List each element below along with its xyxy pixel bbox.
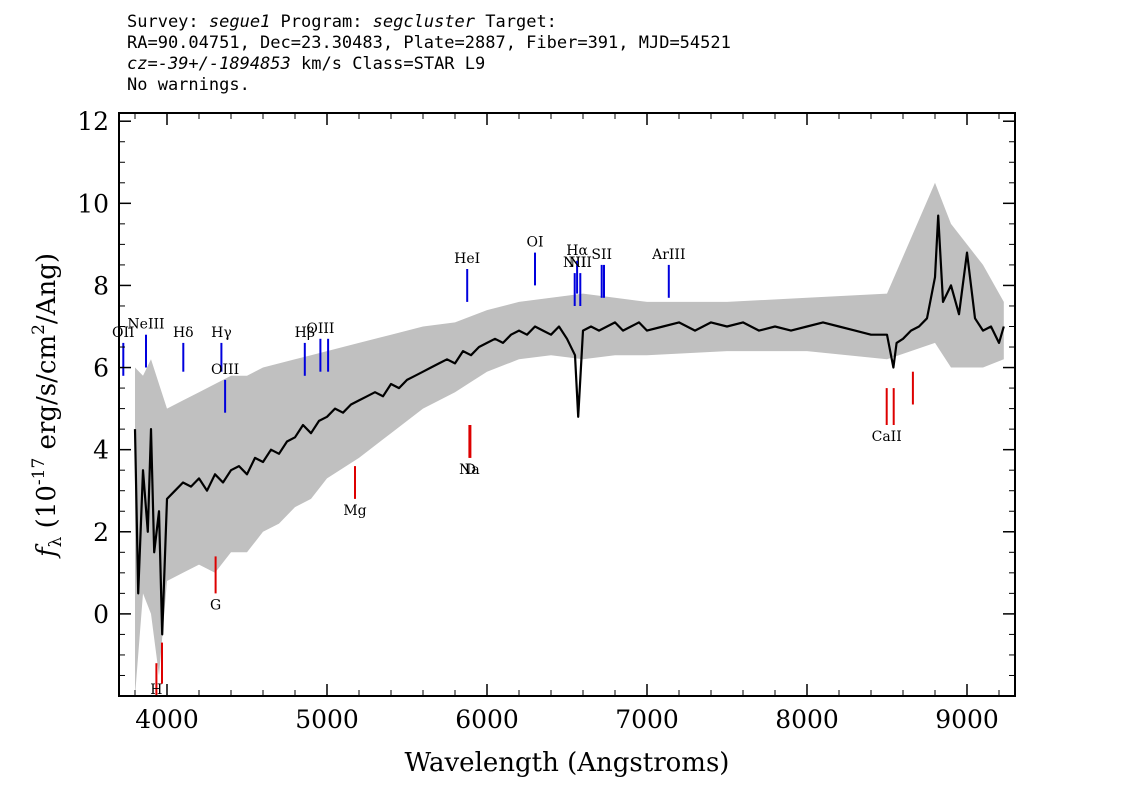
- emission-line-label: HeI: [454, 251, 480, 267]
- header-coordinates-line: RA=90.04751, Dec=23.30483, Plate=2887, F…: [127, 33, 731, 53]
- absorption-line-label: Na: [459, 462, 480, 478]
- axes: 4000 5000 6000 7000 8000 9000 0 2 4 6 8 10 12: [77, 107, 1015, 734]
- emission-line-label: NII: [569, 255, 592, 271]
- x-tick-label: 7000: [615, 705, 679, 734]
- x-tick-label: 5000: [295, 705, 359, 734]
- x-tick-label: 6000: [455, 705, 519, 734]
- absorption-line-label: G: [210, 597, 221, 613]
- y-tick-label: 6: [93, 354, 109, 383]
- emission-line-label: ArIII: [651, 247, 685, 263]
- y-tick-label: 8: [93, 271, 109, 300]
- absorption-line-label: H: [150, 682, 162, 698]
- emission-line-label: NeIII: [127, 317, 164, 333]
- y-tick-label: 2: [93, 518, 109, 547]
- y-tick-label: 10: [77, 189, 109, 218]
- emission-line-label: OII: [112, 325, 135, 341]
- emission-line-label: Hγ: [211, 325, 232, 341]
- emission-line-label: OIII: [211, 362, 239, 378]
- emission-line-label: OI: [526, 235, 543, 251]
- plot-frame: [118, 112, 1016, 697]
- flux-line: [133, 214, 1005, 636]
- absorption-line-label: D: [465, 462, 476, 478]
- emission-line-label: Hβ: [295, 325, 315, 341]
- y-axis-title: fλ (10-17 erg/s/cm2/Ang): [29, 253, 66, 559]
- flux-error-band: [135, 182, 1004, 697]
- spectrum-header: Survey: segue1 Program: segcluster Targe…: [127, 12, 731, 96]
- emission-line-label: SII: [591, 247, 612, 263]
- y-tick-label: 0: [93, 600, 109, 629]
- y-tick-label: 4: [93, 436, 109, 465]
- survey-name: segue1: [208, 12, 271, 32]
- x-tick-label: 4000: [135, 705, 199, 734]
- emission-line-label: NII: [563, 255, 586, 271]
- x-axis-title: Wavelength (Angstroms): [405, 748, 730, 778]
- y-tick-label: 12: [77, 107, 109, 136]
- x-tick-label: 8000: [775, 705, 839, 734]
- emission-line-label: Hα: [566, 243, 588, 259]
- program-name: segcluster: [372, 12, 476, 32]
- absorption-line-label: CaII: [872, 429, 902, 445]
- absorption-line-label: Mg: [343, 503, 366, 519]
- cz-value: -39+/-1894853: [157, 54, 291, 74]
- emission-line-label: OIII: [306, 321, 334, 337]
- emission-line-label: Hδ: [173, 325, 194, 341]
- x-tick-label: 9000: [935, 705, 999, 734]
- header-warnings-line: No warnings.: [127, 75, 250, 95]
- header-survey-line: Survey: segue1 Program: segcluster Targe…: [127, 12, 557, 32]
- header-redshift-line: cz=-39+/-1894853 km/s Class=STAR L9: [127, 54, 486, 74]
